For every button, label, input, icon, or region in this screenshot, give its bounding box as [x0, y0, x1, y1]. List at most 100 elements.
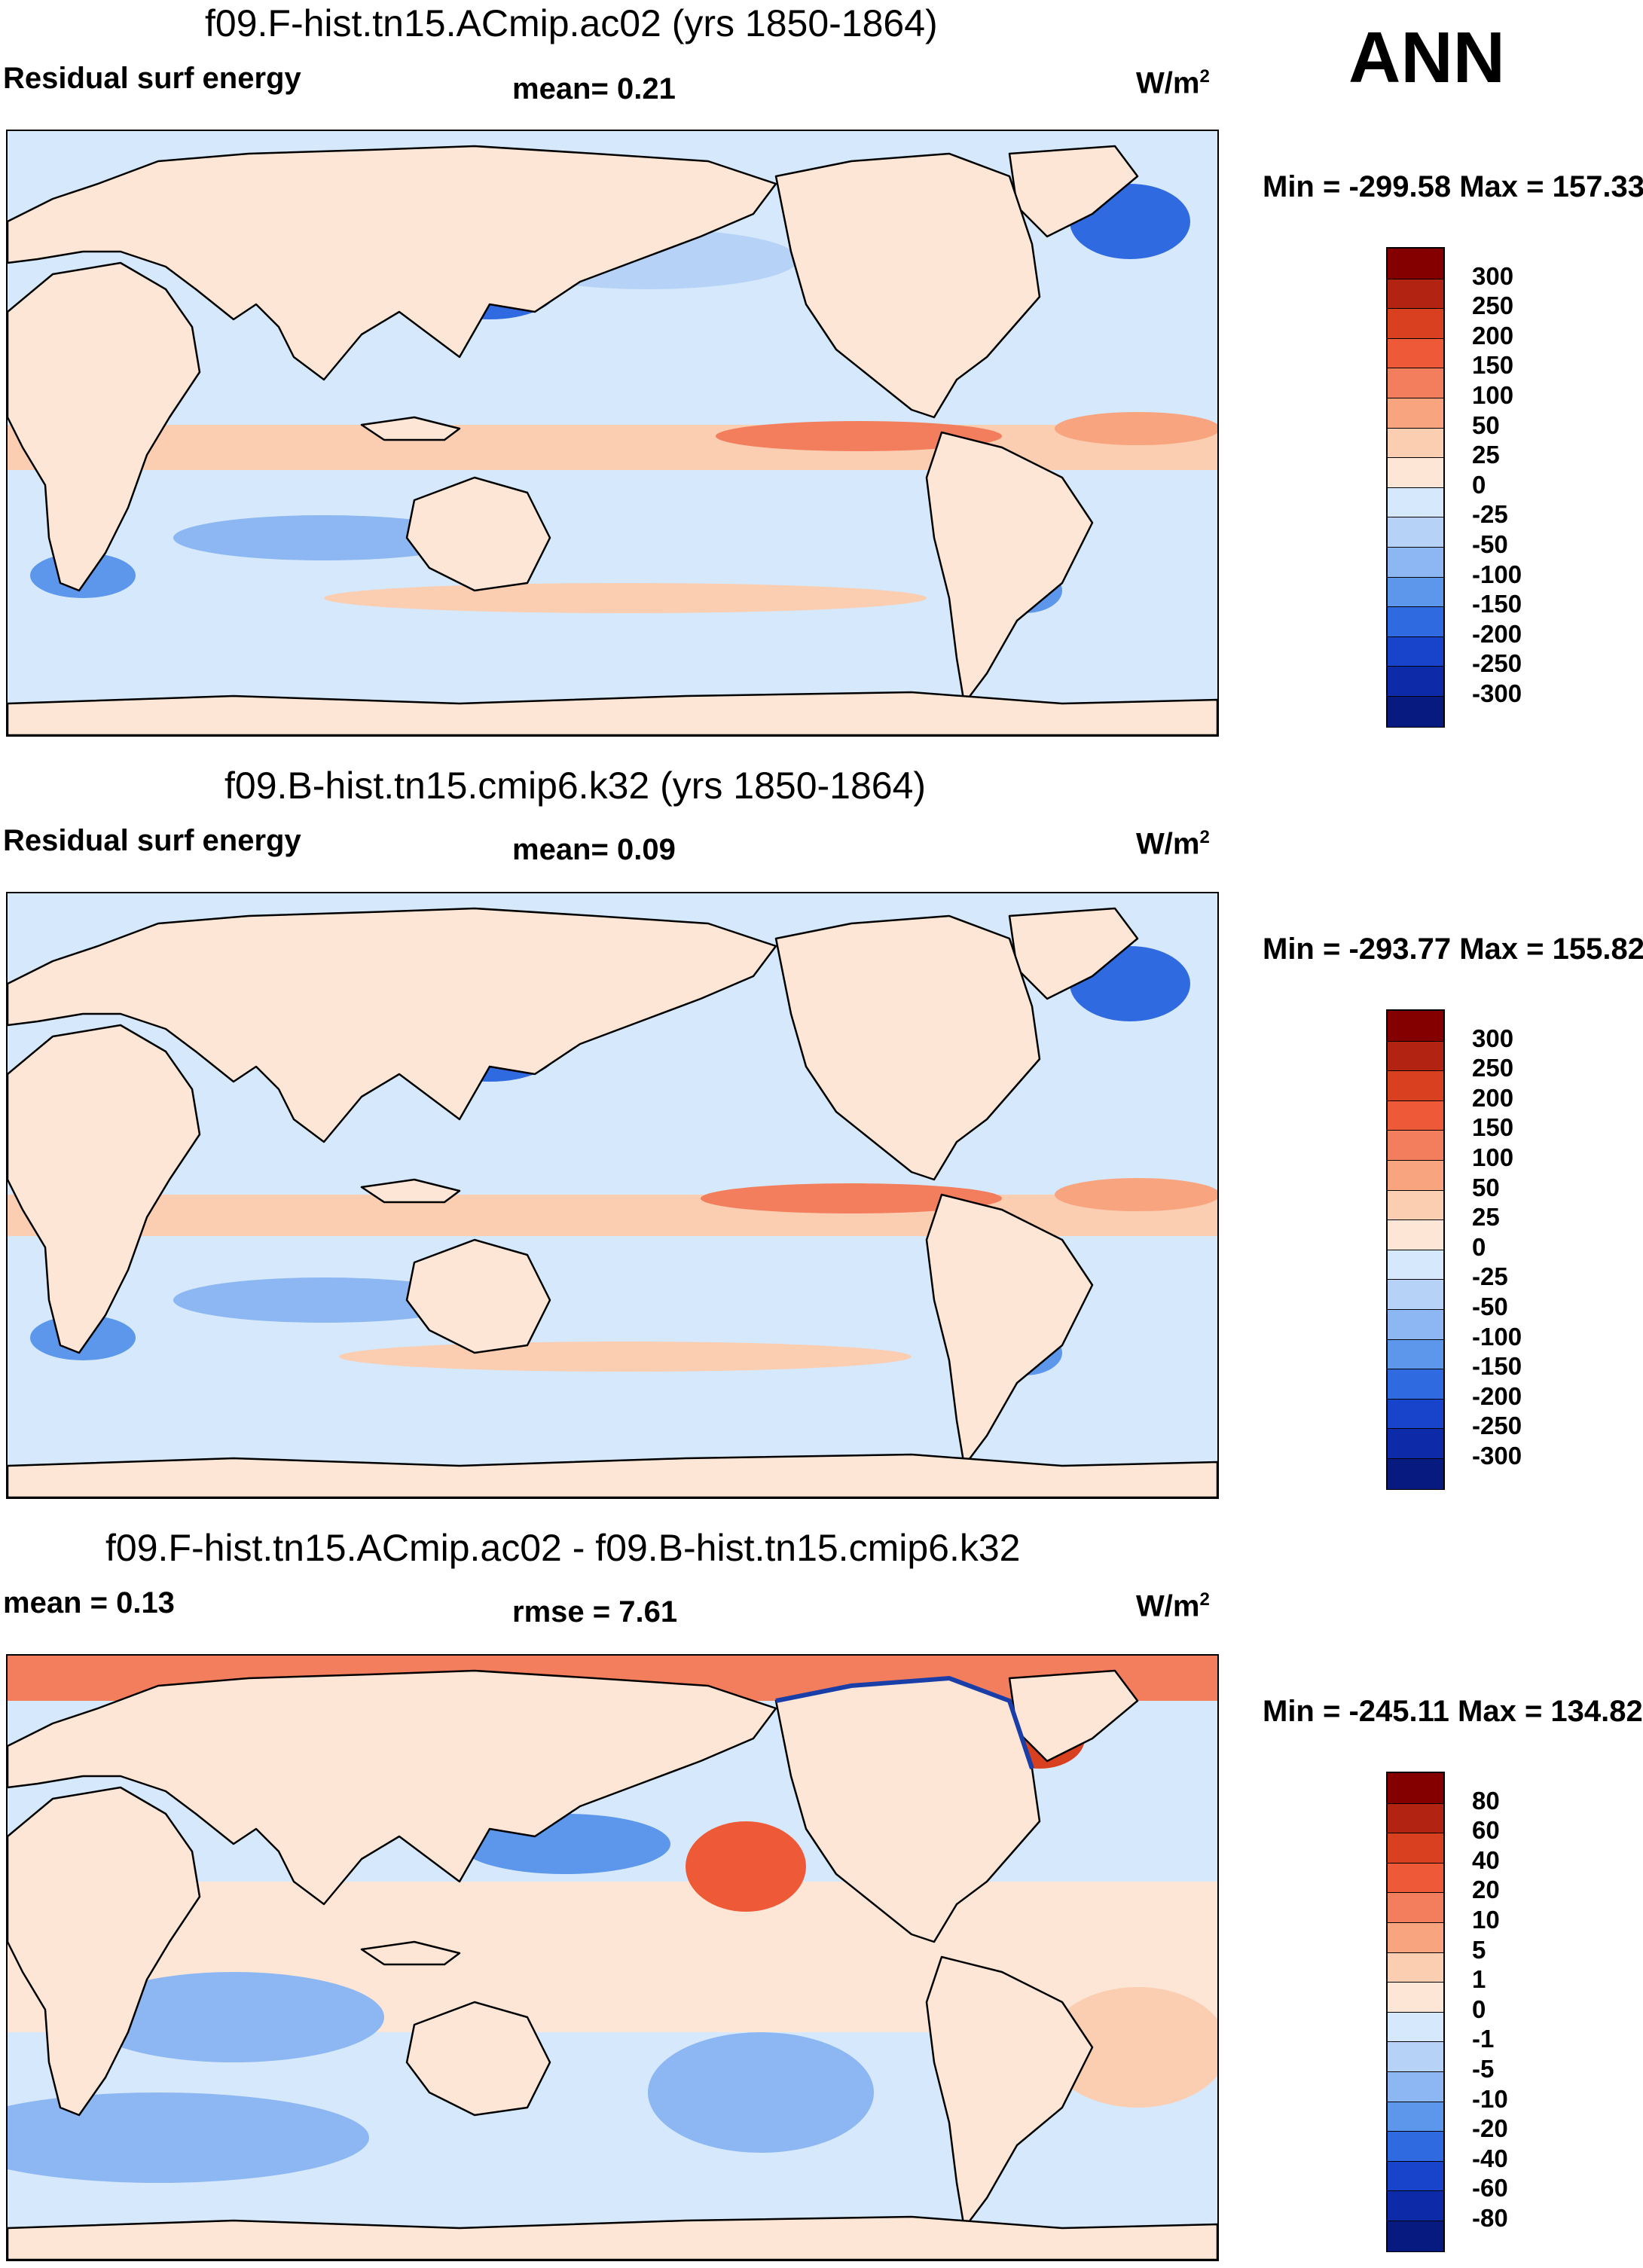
colorbar-box — [1388, 606, 1443, 637]
colorbar-box — [1388, 278, 1443, 310]
colorbar-label: 200 — [1472, 321, 1514, 350]
colorbar-label: 1 — [1472, 1965, 1486, 1994]
colorbar-box — [1388, 2071, 1443, 2102]
colorbar-label: 150 — [1472, 1113, 1514, 1142]
panel-3-colorbar — [1386, 1772, 1445, 2252]
colorbar-box — [1388, 2011, 1443, 2043]
indonesia-land — [360, 1940, 461, 1966]
colorbar-label: 5 — [1472, 1935, 1486, 1964]
panel-2-map — [6, 892, 1219, 1499]
colorbar-label: 150 — [1472, 351, 1514, 380]
colorbar-box — [1388, 1219, 1443, 1250]
colorbar-label: 200 — [1472, 1083, 1514, 1112]
panel-1-units: W/m2 — [1136, 66, 1210, 100]
panel-2-mean-label: mean= 0.09 — [512, 833, 676, 866]
colorbar-box — [1388, 2041, 1443, 2072]
south-america-land — [925, 431, 1094, 705]
africa-land — [8, 1786, 201, 2117]
indonesia-land — [360, 416, 461, 441]
arctic-coast-cold-line — [775, 1675, 1034, 1769]
colorbar-box — [1388, 1892, 1443, 1923]
colorbar-box — [1388, 1982, 1443, 2013]
colorbar-label: -150 — [1472, 1352, 1522, 1381]
panel-1-mean-label: mean= 0.21 — [512, 72, 676, 105]
colorbar-label: 0 — [1472, 1995, 1486, 2023]
colorbar-label: 100 — [1472, 381, 1514, 409]
tropical-pacific-cool — [648, 2032, 874, 2153]
colorbar-label: -50 — [1472, 1293, 1508, 1320]
panel-3-minmax: Min = -245.11 Max = 134.82 — [1263, 1695, 1643, 1728]
panel-1-title: f09.F-hist.tn15.ACmip.ac02 (yrs 1850-186… — [205, 2, 938, 44]
colorbar-label: 300 — [1472, 261, 1514, 290]
panel-3-rmse-label: rmse = 7.61 — [512, 1595, 678, 1629]
colorbar-box — [1388, 1130, 1443, 1161]
equatorial-warm-band — [8, 425, 1217, 470]
panel-2-title: f09.B-hist.tn15.cmip6.k32 (yrs 1850-1864… — [224, 765, 927, 807]
colorbar-box — [1388, 1189, 1443, 1221]
colorbar-box — [1388, 1398, 1443, 1430]
indian-cold — [83, 1972, 384, 2062]
colorbar-label: -40 — [1472, 2144, 1508, 2172]
colorbar-label: -100 — [1472, 1322, 1522, 1351]
colorbar-box — [1388, 1833, 1443, 1864]
panel-2-colorbar — [1386, 1009, 1445, 1490]
south-america-land — [925, 1955, 1094, 2230]
australia-land — [405, 1238, 551, 1354]
colorbar-label: -300 — [1472, 679, 1522, 707]
colorbar-box — [1388, 1011, 1443, 1041]
colorbar-box — [1388, 368, 1443, 398]
colorbar-box — [1388, 666, 1443, 697]
colorbar-box — [1388, 2101, 1443, 2132]
colorbar-box — [1388, 2160, 1443, 2192]
colorbar-box — [1388, 1040, 1443, 1072]
colorbar-box — [1388, 1922, 1443, 1953]
indian-ocean-cold — [173, 1277, 475, 1323]
colorbar-box — [1388, 1309, 1443, 1340]
colorbar-label: 250 — [1472, 292, 1514, 320]
southern-warm-band — [339, 1342, 912, 1372]
colorbar-box — [1388, 249, 1443, 279]
panel-2-units: W/m2 — [1136, 827, 1210, 861]
australia-land — [405, 476, 551, 592]
africa-land — [8, 261, 201, 592]
colorbar-box — [1388, 2131, 1443, 2162]
colorbar-box — [1388, 1862, 1443, 1894]
colorbar-box — [1388, 696, 1443, 727]
panel-2-variable-label: Residual surf energy — [3, 824, 301, 857]
north-america-land — [774, 152, 1041, 419]
colorbar-label: 100 — [1472, 1143, 1514, 1171]
colorbar-label: -80 — [1472, 2204, 1508, 2232]
north-pacific-warm — [686, 1821, 806, 1912]
colorbar-label: 0 — [1472, 470, 1486, 499]
season-label: ANN — [1348, 17, 1505, 98]
europe-asia-land — [8, 145, 777, 381]
south-america-land — [925, 1193, 1094, 1467]
panel-1-minmax: Min = -299.58 Max = 157.33 — [1263, 170, 1643, 203]
colorbar-label: -25 — [1472, 1262, 1508, 1291]
atlantic-warm-band — [1055, 412, 1217, 445]
colorbar-box — [1388, 1369, 1443, 1400]
colorbar-box — [1388, 1339, 1443, 1370]
colorbar-box — [1388, 2221, 1443, 2251]
colorbar-label: 50 — [1472, 1173, 1500, 1201]
southern-warm-band — [324, 583, 927, 613]
north-america-land — [774, 914, 1041, 1181]
colorbar-label: -1 — [1472, 2025, 1495, 2053]
colorbar-box — [1388, 1279, 1443, 1310]
colorbar-label: -20 — [1472, 2114, 1508, 2143]
colorbar-box — [1388, 308, 1443, 339]
panel-3-units: W/m2 — [1136, 1589, 1210, 1623]
atlantic-warm-band — [1055, 1178, 1217, 1211]
colorbar-box — [1388, 2190, 1443, 2221]
colorbar-label: 25 — [1472, 1203, 1500, 1232]
colorbar-label: 300 — [1472, 1024, 1514, 1052]
indonesia-land — [360, 1178, 461, 1204]
colorbar-label: 80 — [1472, 1786, 1500, 1815]
indian-ocean-cold — [173, 515, 475, 560]
colorbar-label: -300 — [1472, 1442, 1522, 1470]
colorbar-box — [1388, 1100, 1443, 1131]
colorbar-box — [1388, 576, 1443, 608]
colorbar-box — [1388, 1802, 1443, 1834]
colorbar-label: -100 — [1472, 560, 1522, 588]
colorbar-label: 25 — [1472, 441, 1500, 469]
